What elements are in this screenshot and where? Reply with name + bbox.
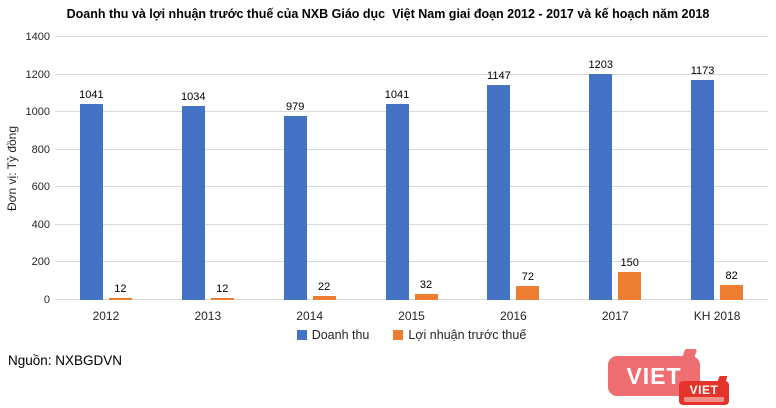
category-group: 1034 12 2013 xyxy=(157,37,259,323)
y-tick-label: 1200 xyxy=(25,68,50,81)
chart-title: Doanh thu và lợi nhuận trước thuế của NX… xyxy=(66,7,710,21)
data-label: 82 xyxy=(725,269,738,282)
y-tick-label: 200 xyxy=(31,256,50,269)
gridline xyxy=(55,36,768,37)
gridline xyxy=(55,186,768,188)
gridline xyxy=(55,73,768,75)
bar-doanh-thu: 1203 xyxy=(588,59,613,300)
y-tick-label: 0 xyxy=(43,294,50,306)
bar-loi-nhuan: 82 xyxy=(720,270,744,300)
y-tick-label: 1000 xyxy=(25,106,50,119)
category-group: 1041 12 2012 xyxy=(55,37,157,323)
gridline xyxy=(55,148,768,150)
gridline xyxy=(55,223,768,225)
bar-loi-nhuan: 12 xyxy=(210,283,234,300)
data-label: 12 xyxy=(114,282,127,295)
category-group: 979 22 2014 xyxy=(259,37,361,323)
bar-loi-nhuan: 12 xyxy=(108,283,132,300)
legend-label: Lợi nhuận trước thuế xyxy=(408,328,527,342)
bar-doanh-thu: 1034 xyxy=(181,91,206,300)
source-note: Nguồn: NXBGDVN xyxy=(8,353,123,368)
legend-swatch xyxy=(393,330,404,340)
x-tick-label: 2015 xyxy=(398,309,425,323)
legend-item: Doanh thu xyxy=(296,328,370,342)
logo-flag-fold-icon xyxy=(680,349,698,362)
y-tick-label: 800 xyxy=(31,143,50,156)
gridline xyxy=(55,299,768,300)
y-axis: 0 200 400 600 800 1000 1200 1400 xyxy=(16,31,50,306)
legend-swatch xyxy=(296,330,307,340)
legend: Doanh thu Lợi nhuận trước thuế xyxy=(55,328,768,342)
bar-groups: 1041 12 2012 1034 12 2013 979 22 2014 1041 32 2015 1… xyxy=(55,37,768,323)
data-label: 1041 xyxy=(384,89,410,102)
category-group: 1203 150 2017 xyxy=(564,37,666,323)
data-label: 1203 xyxy=(588,59,613,72)
x-tick-label: KH 2018 xyxy=(693,309,741,323)
legend-label: Doanh thu xyxy=(311,328,370,342)
bar-loi-nhuan: 150 xyxy=(618,257,642,300)
viettimes-logo: VIET VIET xyxy=(608,349,738,406)
data-label: 979 xyxy=(285,101,305,114)
data-label: 12 xyxy=(216,282,229,295)
logo-small-subtitle-stripe xyxy=(684,397,724,402)
logo-main-text: VIET xyxy=(626,362,682,389)
bar-doanh-thu: 979 xyxy=(283,101,307,300)
data-label: 1173 xyxy=(690,64,715,77)
data-label: 1147 xyxy=(487,69,511,82)
logo-small-flag-fold-icon xyxy=(716,376,728,385)
bar-doanh-thu: 1147 xyxy=(487,70,511,300)
data-label: 1041 xyxy=(79,89,104,102)
data-label: 32 xyxy=(419,279,433,291)
bar-doanh-thu: 1173 xyxy=(691,65,714,300)
logo-small-text: VIET xyxy=(689,383,719,397)
x-tick-label: 2017 xyxy=(601,309,629,323)
logo-small-badge: VIET xyxy=(679,376,729,405)
bar-loi-nhuan: 32 xyxy=(414,279,438,300)
category-group: 1173 82 KH 2018 xyxy=(666,37,768,323)
plot-area: 1041 12 2012 1034 12 2013 979 22 2014 1041 32 2015 1… xyxy=(55,36,768,323)
category-group: 1147 72 2016 xyxy=(462,37,564,323)
data-label: 22 xyxy=(318,280,331,293)
legend-item: Lợi nhuận trước thuế xyxy=(393,328,526,342)
bar-doanh-thu: 1041 xyxy=(385,89,409,300)
bar-loi-nhuan: 22 xyxy=(312,281,336,300)
data-label: 1034 xyxy=(181,90,206,103)
category-group: 1041 32 2015 xyxy=(361,37,463,323)
x-tick-label: 2014 xyxy=(296,309,323,323)
gridline xyxy=(55,111,768,113)
x-tick-label: 2012 xyxy=(92,309,120,323)
data-label: 72 xyxy=(521,271,534,284)
y-tick-label: 400 xyxy=(31,218,50,231)
x-tick-label: 2013 xyxy=(194,309,222,323)
y-tick-label: 600 xyxy=(31,181,50,194)
bar-doanh-thu: 1041 xyxy=(79,89,104,300)
x-tick-label: 2016 xyxy=(500,309,527,323)
y-tick-label: 1400 xyxy=(25,31,50,43)
data-label: 150 xyxy=(620,256,639,269)
bar-loi-nhuan: 72 xyxy=(516,271,540,300)
gridline xyxy=(55,261,768,263)
